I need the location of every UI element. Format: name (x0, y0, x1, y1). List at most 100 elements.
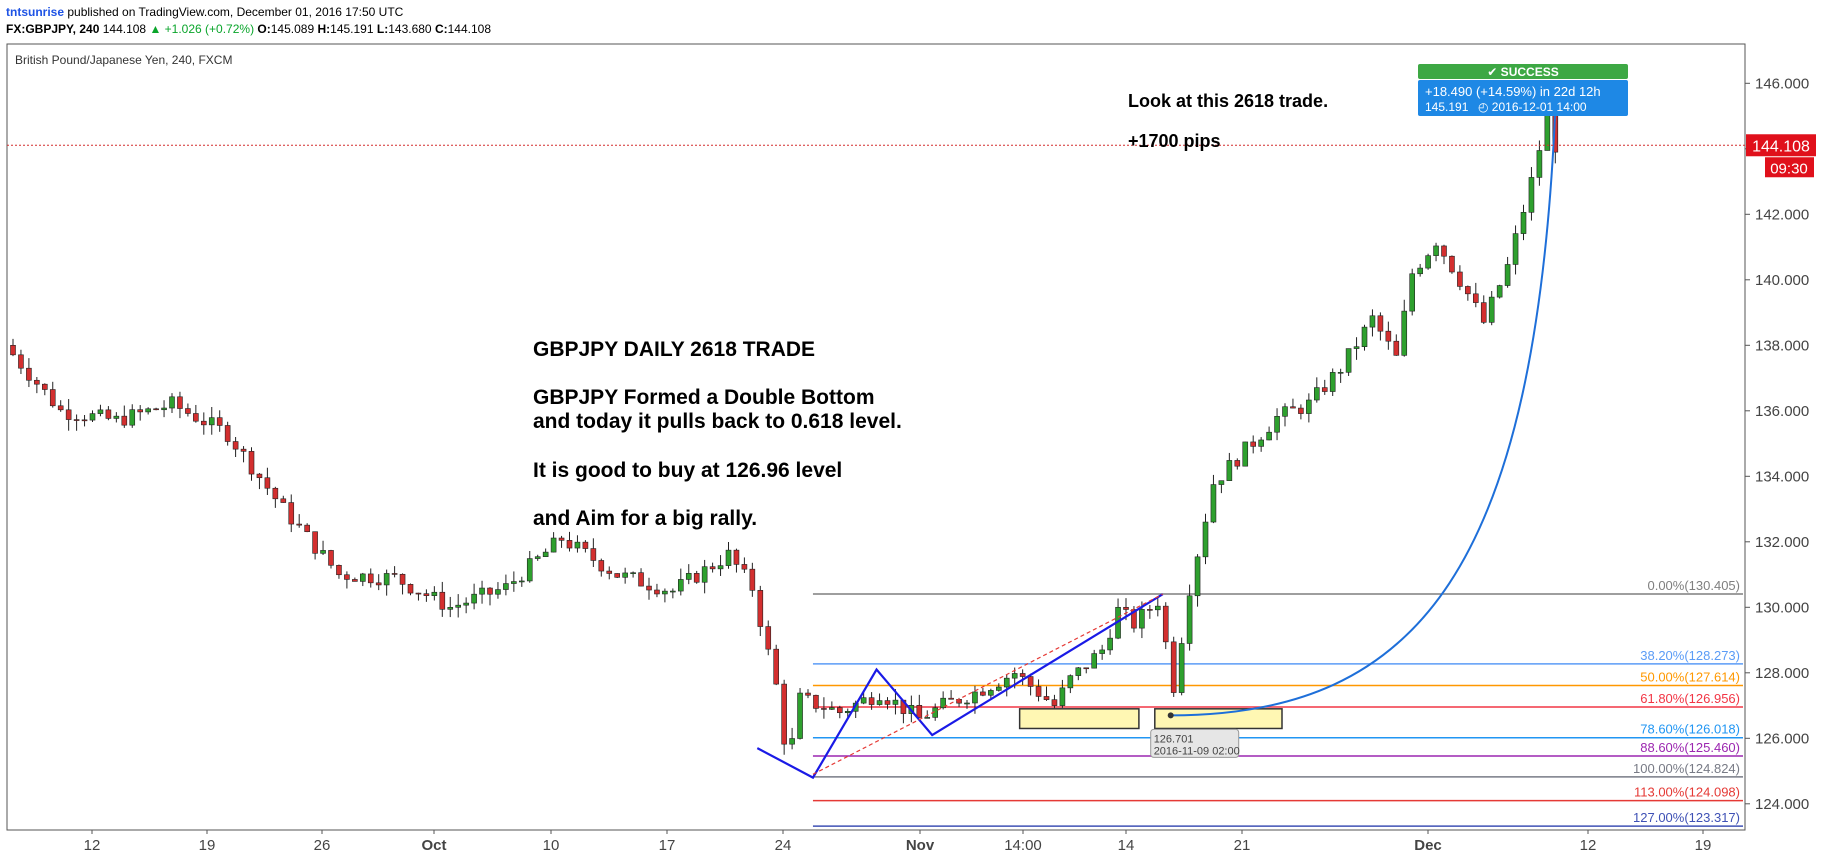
low-value: 143.680 (388, 22, 432, 36)
candle-body (18, 354, 24, 369)
candle-body (201, 420, 207, 426)
candle-body (1393, 340, 1400, 356)
target-time: ◴ 2016-12-01 14:00 (1478, 100, 1587, 114)
double-bottom-zigzag[interactable] (756, 593, 1164, 780)
candle-body (383, 573, 390, 586)
time-tick-label: 17 (659, 837, 676, 854)
candle-body (431, 591, 438, 596)
candle-body (1155, 605, 1161, 611)
candle-body (439, 591, 446, 610)
demand-zone-box[interactable] (1154, 708, 1283, 730)
candle-body (860, 697, 867, 704)
candle-body (185, 408, 191, 414)
candle-body (725, 549, 732, 566)
candle-body (868, 697, 875, 705)
trade-note[interactable]: Look at this 2618 trade. (1128, 91, 1328, 111)
time-axis[interactable]: 12 19 26 Oct 10 17 24 Nov 14:00 14 21 Dec 12 19 (84, 830, 1712, 854)
success-badge[interactable] (1418, 64, 1628, 79)
price-tick-label: 142.000 (1755, 206, 1809, 223)
candle-body (590, 548, 597, 561)
fib-level-label: 100.00%(124.824) (1633, 761, 1740, 776)
candle-body (73, 419, 80, 421)
candle-body (1178, 643, 1185, 693)
candle-body (240, 448, 247, 452)
candle-body (129, 409, 136, 426)
candle-body (177, 396, 183, 409)
candle-body (1011, 673, 1018, 679)
candle-body (1170, 641, 1177, 693)
annotation-line-2[interactable]: and today it pulls back to 0.618 level. (533, 410, 902, 433)
candle-body (1425, 255, 1431, 269)
candle-body (312, 531, 318, 554)
annotation-line-3[interactable]: It is good to buy at 126.96 level (533, 459, 842, 482)
candle-body (1361, 326, 1368, 347)
dashed-trend-line[interactable] (812, 593, 1164, 775)
candle-body (471, 593, 477, 604)
price-axis[interactable]: 124.000 126.000 128.000 130.000 132.000 134.0… (1745, 75, 1809, 813)
candle-body (630, 572, 636, 574)
target-price: 145.191 (1425, 100, 1469, 114)
candle-body (1298, 407, 1304, 414)
chart-header: tntsunrise published on TradingView.com,… (6, 4, 491, 38)
low-point-dot (1167, 712, 1174, 719)
candle-body (455, 604, 462, 608)
candle-body (352, 579, 358, 582)
candle-body (1218, 480, 1225, 485)
time-tick-label: 19 (199, 837, 216, 854)
candle-body (805, 692, 811, 696)
candle-body (105, 409, 112, 419)
candle-body (415, 592, 422, 595)
trend-drawings[interactable] (756, 109, 1557, 780)
candle-body (1003, 677, 1010, 688)
candle-body (614, 573, 621, 578)
time-tick-label: 26 (314, 837, 331, 854)
plot-frame (6, 43, 1746, 831)
candle-body (41, 383, 48, 390)
candle-body (916, 705, 923, 718)
ohlc-line: FX:GBPJPY, 240 144.108 ▲ +1.026 (+0.72%)… (6, 21, 491, 38)
candle-body (948, 697, 954, 700)
close-value: 144.108 (447, 22, 492, 36)
fib-level-label: 0.00%(130.405) (1647, 578, 1740, 593)
candle-body (375, 582, 382, 586)
candle-body (1059, 687, 1066, 706)
candle-body (89, 413, 96, 421)
candle-body (765, 626, 772, 650)
candle-body (1409, 273, 1415, 312)
candle-body (558, 537, 565, 541)
annotation-line-4[interactable]: and Aim for a big rally. (533, 507, 757, 530)
pips-note[interactable]: +1700 pips (1128, 131, 1221, 151)
candlestick-series (10, 101, 1559, 755)
candle-body (224, 425, 231, 442)
annotation-line-1[interactable]: GBPJPY Formed a Double Bottom (533, 386, 875, 409)
candle-body (685, 573, 692, 580)
candle-body (407, 584, 414, 594)
open-value: 145.089 (270, 22, 315, 36)
close-label: C: (434, 22, 448, 36)
target-tooltip[interactable] (1418, 80, 1628, 116)
candle-body (797, 692, 803, 739)
demand-zone-box[interactable] (1018, 708, 1140, 730)
price-tick-label: 132.000 (1755, 534, 1809, 551)
low-point-time: 2016-11-09 02:00 (1154, 745, 1240, 757)
fibonacci-retracement[interactable]: 0.00%(130.405) 38.20%(128.273) 50.00%(127.… (812, 578, 1743, 827)
demand-zones[interactable] (1018, 708, 1283, 730)
candle-body (622, 572, 628, 578)
annotation-title[interactable]: GBPJPY DAILY 2618 TRADE (533, 338, 815, 361)
low-label: L: (376, 22, 389, 36)
low-point-tooltip[interactable] (1150, 728, 1240, 758)
author-link[interactable]: tntsunrise (6, 5, 65, 19)
candle-body (216, 417, 223, 426)
candle-body (1314, 387, 1320, 401)
projection-arc[interactable] (1170, 109, 1557, 717)
countdown-badge (1765, 157, 1814, 178)
text-annotations[interactable]: GBPJPY DAILY 2618 TRADE GBPJPY Formed a … (533, 91, 1328, 530)
candle-body (574, 541, 581, 549)
candle-body (10, 344, 16, 356)
candle-body (1353, 346, 1360, 349)
candle-body (821, 708, 827, 710)
candle-body (1107, 637, 1113, 651)
candle-body (701, 566, 708, 583)
